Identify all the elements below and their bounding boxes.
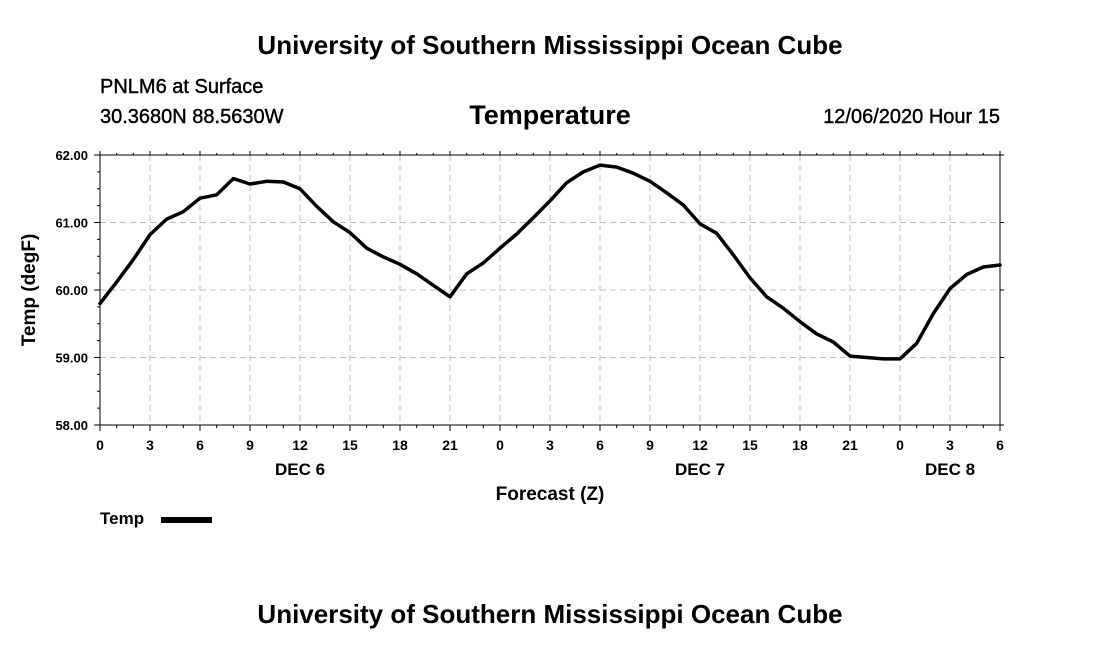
legend-swatch-temp: [161, 517, 212, 523]
series-line-temp: [98, 163, 1002, 361]
x-tick-label: 15: [742, 437, 758, 453]
y-tick-label: 59.00: [55, 351, 88, 366]
axis-labels: 0 3 6 9 12 15 18 21 0 3 6 9 12 15 18 21 0 3 6 58.00 59.00 60.…: [19, 148, 1004, 505]
x-tick-label: 0: [96, 437, 104, 453]
station-label: PNLM6 at Surface: [100, 76, 264, 98]
y-tick-label: 61.00: [55, 216, 88, 231]
x-tick-label: 0: [496, 437, 504, 453]
x-tick-label: 18: [392, 437, 408, 453]
y-tick-label: 58.00: [55, 418, 88, 433]
x-tick-label: 3: [146, 437, 154, 453]
date-label: DEC 6: [275, 460, 325, 479]
grid-lines: [100, 155, 1000, 425]
page-title: University of Southern Mississippi Ocean…: [257, 30, 843, 60]
x-tick-label: 18: [792, 437, 808, 453]
x-tick-label: 15: [342, 437, 358, 453]
x-tick-label: 12: [292, 437, 308, 453]
axes: [94, 151, 1004, 431]
date-label: DEC 8: [925, 460, 975, 479]
footer-title: University of Southern Mississippi Ocean…: [257, 599, 843, 629]
x-tick-label: 3: [946, 437, 954, 453]
x-tick-label: 6: [596, 437, 604, 453]
station-coordinates: 30.3680N 88.5630W: [100, 106, 284, 128]
x-tick-label: 3: [546, 437, 554, 453]
x-tick-label: 6: [196, 437, 204, 453]
series-layer: [98, 163, 1002, 361]
x-tick-label: 9: [646, 437, 654, 453]
y-tick-label: 62.00: [55, 148, 88, 163]
date-label: DEC 7: [675, 460, 725, 479]
chart-title: Temperature: [469, 100, 631, 130]
plot-frame: [99, 154, 1001, 426]
x-tick-label: 9: [246, 437, 254, 453]
x-tick-label: 12: [692, 437, 708, 453]
x-tick-label: 21: [842, 437, 858, 453]
x-tick-label: 21: [442, 437, 458, 453]
forecast-run-time: 12/06/2020 Hour 15: [823, 106, 1000, 128]
x-axis-title: Forecast (Z): [496, 484, 605, 505]
y-axis-title: Temp (degF): [19, 234, 40, 347]
x-tick-label: 0: [896, 437, 904, 453]
legend-label-temp: Temp: [100, 509, 145, 528]
x-tick-label: 6: [996, 437, 1004, 453]
y-tick-label: 60.00: [55, 283, 88, 298]
